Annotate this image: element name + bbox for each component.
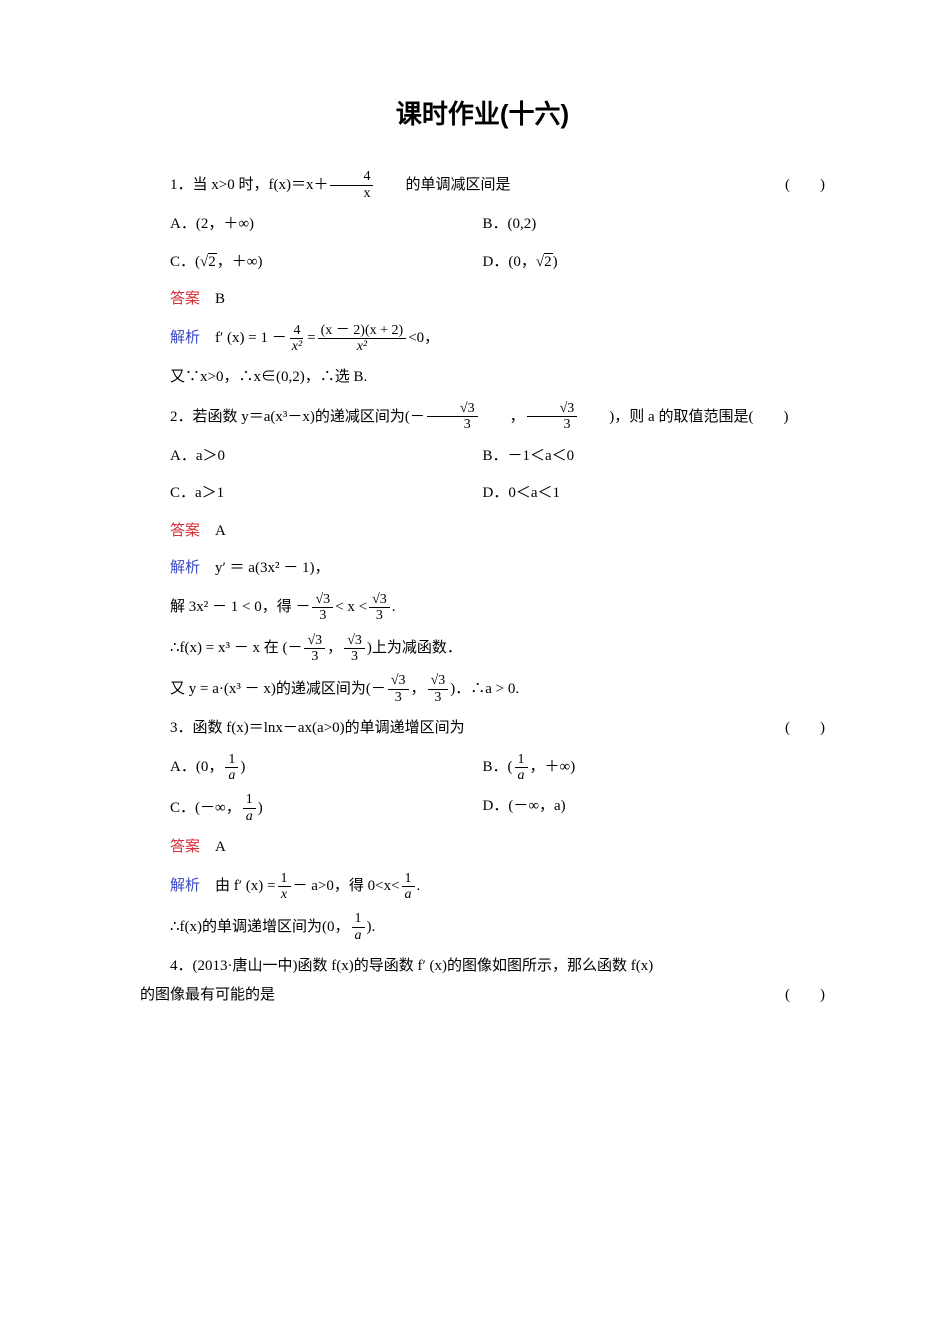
q2-optD: D．0＜a＜1 (483, 479, 826, 508)
q1-answer-value: B (215, 285, 225, 314)
q2-analysis-1: 解析 y′ ＝ a(3x² － 1)， (140, 554, 825, 583)
q1-optB: B．(0,2) (483, 210, 826, 239)
q1-options-row1: A．(2，＋∞) B．(0,2) (140, 210, 825, 239)
q2-options-row2: C．a＞1 D．0＜a＜1 (140, 479, 825, 508)
q4-stem: 4．(2013·唐山一中)函数 f(x)的导函数 f′ (x)的图像如图所示，那… (140, 952, 825, 1009)
q1-analysis-2: 又∵x>0，∴x∈(0,2)，∴选 B. (140, 363, 825, 392)
q1-analysis-1: 解析 f′ (x) = 1 － 4x² = (x － 2)(x + 2)x² <… (140, 323, 825, 355)
q3-analysis-1: 解析 由 f′ (x) = 1x － a>0，得 0<x< 1a . (140, 871, 825, 903)
q2-options-row1: A．a＞0 B．－1＜a＜0 (140, 442, 825, 471)
q1-optC: C．(2，＋∞) (140, 248, 483, 277)
q2-answer: 答案 A (140, 517, 825, 546)
answer-label: 答案 (140, 285, 200, 314)
q1-optD: D．(0，2) (483, 248, 826, 277)
q1-stem-pre: 1．当 x>0 时，f(x)＝x＋ (140, 171, 328, 200)
q3-optC: C．(－∞， 1a ) (140, 792, 483, 824)
q1-options-row2: C．(2，＋∞) D．(0，2) (140, 248, 825, 277)
q2-analysis-3: ∴f(x) = x³ － x 在 (－ √33 ， √33 )上为减函数． (140, 633, 825, 665)
q2-optA: A．a＞0 (140, 442, 483, 471)
q1-stem: 1．当 x>0 时，f(x)＝x＋ 4x 的单调减区间是 ( ) (140, 169, 825, 201)
q2-stem: 2．若函数 y＝a(x³－x)的递减区间为(－ √33 ， √33 )，则 a … (140, 401, 825, 433)
q3-options-row2: C．(－∞， 1a ) D．(－∞，a) (140, 792, 825, 824)
q4-line2-row: 的图像最有可能的是 ( ) (140, 981, 825, 1010)
q1-frac: 4x (330, 169, 373, 201)
q1-optA: A．(2，＋∞) (140, 210, 483, 239)
worksheet-title: 课时作业(十六) (140, 90, 825, 139)
q3-optA: A．(0， 1a ) (140, 752, 483, 784)
q3-answer: 答案 A (140, 833, 825, 862)
q1-paren: ( ) (755, 171, 825, 200)
q3-optD: D．(－∞，a) (483, 792, 826, 824)
q3-options-row1: A．(0， 1a ) B．( 1a ，＋∞) (140, 752, 825, 784)
q3-stem: 3．函数 f(x)＝lnx－ax(a>0)的单调递增区间为 ( ) (140, 714, 825, 743)
q1-answer: 答案 B (140, 285, 825, 314)
q2-analysis-2: 解 3x² － 1 < 0，得 － √33 < x < √33 . (140, 592, 825, 624)
q2-optC: C．a＞1 (140, 479, 483, 508)
q3-analysis-2: ∴f(x)的单调递增区间为(0， 1a ). (140, 911, 825, 943)
analysis-label: 解析 (140, 324, 200, 353)
q2-optB: B．－1＜a＜0 (483, 442, 826, 471)
q4-line1: 4．(2013·唐山一中)函数 f(x)的导函数 f′ (x)的图像如图所示，那… (140, 952, 825, 981)
q1-stem-post: 的单调减区间是 (375, 171, 510, 200)
q3-optB: B．( 1a ，＋∞) (483, 752, 826, 784)
q2-analysis-4: 又 y = a·(x³ － x)的递减区间为(－ √33 ， √33 )．∴a … (140, 673, 825, 705)
